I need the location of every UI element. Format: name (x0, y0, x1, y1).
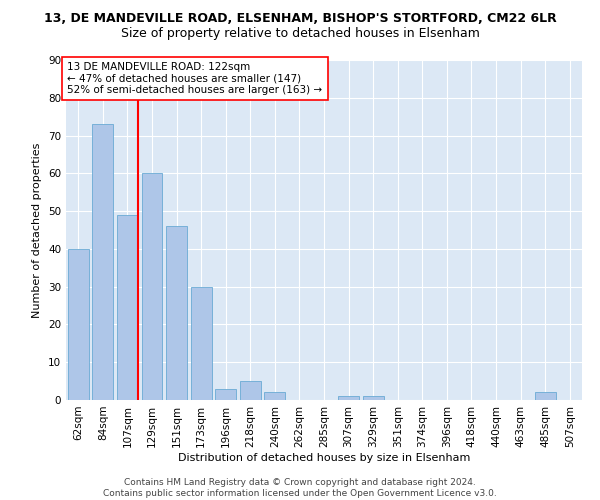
Bar (338, 396, 359, 400)
Bar (362, 396, 383, 400)
Bar (191, 286, 212, 400)
Bar (117, 215, 138, 400)
Bar (166, 226, 187, 400)
Y-axis label: Number of detached properties: Number of detached properties (32, 142, 43, 318)
Text: Contains HM Land Registry data © Crown copyright and database right 2024.
Contai: Contains HM Land Registry data © Crown c… (103, 478, 497, 498)
Text: Size of property relative to detached houses in Elsenham: Size of property relative to detached ho… (121, 28, 479, 40)
Bar (142, 174, 163, 400)
Bar (92, 124, 113, 400)
Bar (68, 249, 89, 400)
Bar (265, 392, 286, 400)
Bar (240, 381, 261, 400)
Text: 13 DE MANDEVILLE ROAD: 122sqm
← 47% of detached houses are smaller (147)
52% of : 13 DE MANDEVILLE ROAD: 122sqm ← 47% of d… (67, 62, 322, 95)
Bar (215, 388, 236, 400)
Text: 13, DE MANDEVILLE ROAD, ELSENHAM, BISHOP'S STORTFORD, CM22 6LR: 13, DE MANDEVILLE ROAD, ELSENHAM, BISHOP… (44, 12, 556, 26)
X-axis label: Distribution of detached houses by size in Elsenham: Distribution of detached houses by size … (178, 452, 470, 462)
Bar (535, 392, 556, 400)
